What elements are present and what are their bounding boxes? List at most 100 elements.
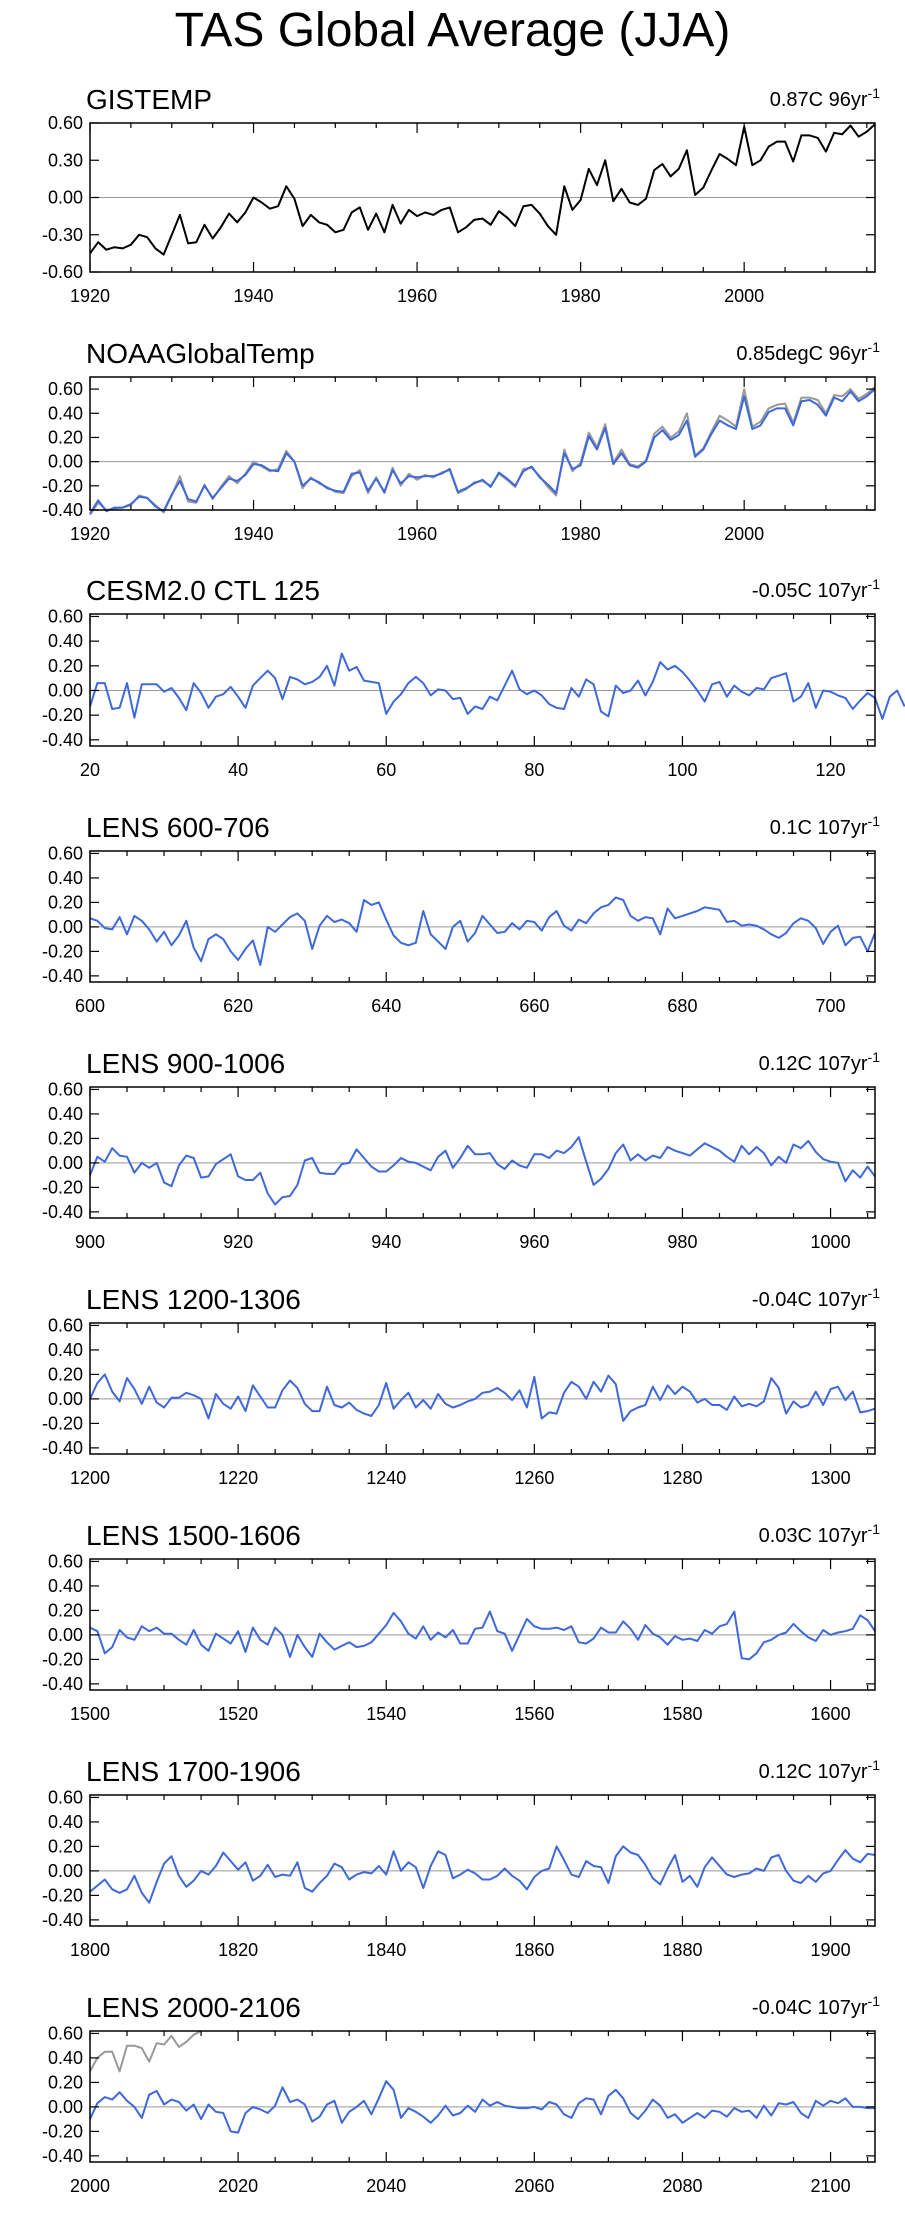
trend-exponent: -1	[868, 576, 881, 592]
y-tick-label: -0.20	[42, 476, 83, 496]
y-tick-label: 0.40	[48, 1340, 83, 1360]
y-tick-label: 0.40	[48, 631, 83, 651]
y-tick-label: 0.20	[48, 2072, 83, 2092]
x-tick-label: 920	[223, 1232, 253, 1252]
x-tick-label: 2000	[724, 524, 764, 544]
x-tick-label: 1920	[70, 524, 110, 544]
chart-panel: CESM2.0 CTL 125 -0.05C 107yr-1 20 40 60 80 100…	[42, 575, 905, 780]
trend-label: -0.04C 107yr-1	[752, 1993, 880, 2019]
trend-value: -0.04C 107yr	[752, 1289, 868, 1311]
x-tick-label: 1200	[70, 1468, 110, 1488]
trend-exponent: -1	[868, 1049, 881, 1065]
trend-exponent: -1	[868, 1285, 881, 1301]
plot-frame	[89, 1794, 876, 1927]
y-tick-label: 0.20	[48, 656, 83, 676]
y-tick-label: -0.20	[42, 2121, 83, 2141]
panel-title: LENS 2000-2106	[86, 1992, 301, 2023]
trend-exponent: -1	[868, 1521, 881, 1537]
y-tick-label: 0.20	[48, 1836, 83, 1856]
x-tick-label: 640	[371, 996, 401, 1016]
panel-title: LENS 1700-1906	[86, 1756, 301, 1787]
y-tick-label: 0.30	[48, 150, 83, 170]
series-line-model	[89, 1845, 876, 1904]
y-tick-label: 0.20	[48, 892, 83, 912]
y-tick-label: -0.40	[42, 1202, 83, 1222]
series-line-observed	[89, 123, 876, 256]
y-tick-label: 0.20	[48, 1600, 83, 1620]
y-tick-label: -0.20	[42, 941, 83, 961]
y-tick-label: 0.40	[48, 2048, 83, 2068]
panel-title: GISTEMP	[86, 84, 212, 115]
x-tick-label: 940	[371, 1232, 401, 1252]
x-tick-label: 1860	[514, 1940, 554, 1960]
y-tick-label: 0.60	[48, 113, 83, 133]
y-tick-label: -0.20	[42, 1413, 83, 1433]
x-tick-label: 40	[228, 760, 248, 780]
trend-exponent: -1	[868, 813, 881, 829]
y-tick-label: -0.40	[42, 1674, 83, 1694]
x-tick-label: 700	[816, 996, 846, 1016]
x-tick-label: 80	[524, 760, 544, 780]
trend-label: 0.03C 107yr-1	[759, 1521, 881, 1547]
x-tick-label: 1600	[811, 1704, 851, 1724]
x-tick-label: 1980	[561, 286, 601, 306]
plot-frame	[89, 1322, 876, 1455]
panel-title: LENS 600-706	[86, 812, 270, 843]
panel-title: LENS 900-1006	[86, 1048, 285, 1079]
trend-label: -0.05C 107yr-1	[752, 576, 880, 602]
y-tick-label: 0.60	[48, 1551, 83, 1571]
y-tick-label: 0.40	[48, 1104, 83, 1124]
y-tick-label: 0.00	[48, 2097, 83, 2117]
trend-value: 0.87C 96yr	[770, 89, 868, 111]
y-tick-label: 0.00	[48, 1861, 83, 1881]
trend-label: 0.12C 107yr-1	[759, 1757, 881, 1783]
chart-panel: LENS 1200-1306 -0.04C 107yr-1 1200 1220 1240…	[42, 1284, 880, 1488]
trend-value: -0.05C 107yr	[752, 580, 868, 602]
y-tick-label: 0.00	[48, 1153, 83, 1173]
x-tick-label: 1220	[218, 1468, 258, 1488]
plot-frame	[89, 1086, 876, 1219]
y-tick-label: 0.00	[48, 188, 83, 208]
plot-frame	[89, 1558, 876, 1691]
x-tick-label: 1960	[397, 286, 437, 306]
y-tick-label: 0.40	[48, 1576, 83, 1596]
series-line-model	[89, 896, 876, 966]
x-tick-label: 660	[519, 996, 549, 1016]
series-line-model	[89, 1373, 876, 1422]
x-tick-label: 1540	[366, 1704, 406, 1724]
x-tick-label: 1900	[811, 1940, 851, 1960]
x-tick-label: 2040	[366, 2176, 406, 2196]
y-tick-label: -0.20	[42, 1649, 83, 1669]
series-line-reference	[89, 2030, 202, 2073]
trend-value: 0.03C 107yr	[759, 1525, 868, 1547]
series-line-model	[89, 388, 876, 515]
x-tick-label: 1260	[514, 1468, 554, 1488]
x-tick-label: 2000	[724, 286, 764, 306]
chart-panel: NOAAGlobalTemp 0.85degC 96yr-1 1920 1940 196…	[42, 338, 880, 544]
x-tick-label: 1940	[234, 524, 274, 544]
y-tick-label: -0.40	[42, 1910, 83, 1930]
trend-value: 0.12C 107yr	[759, 1053, 868, 1075]
trend-label: 0.85degC 96yr-1	[736, 339, 880, 365]
y-tick-label: -0.40	[42, 500, 83, 520]
series-line-reference	[89, 385, 876, 516]
chart-panel: LENS 1700-1906 0.12C 107yr-1 1800 1820 1840 1…	[42, 1756, 880, 1960]
trend-exponent: -1	[868, 339, 881, 355]
x-tick-label: 2020	[218, 2176, 258, 2196]
trend-value: -0.04C 107yr	[752, 1997, 868, 2019]
y-tick-label: -0.20	[42, 1177, 83, 1197]
x-tick-label: 1300	[811, 1468, 851, 1488]
x-tick-label: 1840	[366, 1940, 406, 1960]
x-tick-label: 960	[519, 1232, 549, 1252]
series-line-model	[89, 1136, 876, 1206]
trend-value: 0.1C 107yr	[770, 817, 868, 839]
x-tick-label: 2080	[662, 2176, 702, 2196]
y-tick-label: 0.40	[48, 868, 83, 888]
trend-exponent: -1	[868, 1757, 881, 1773]
y-tick-label: 0.60	[48, 1787, 83, 1807]
x-tick-label: 900	[75, 1232, 105, 1252]
y-tick-label: -0.40	[42, 730, 83, 750]
plot-frame	[89, 850, 876, 983]
x-tick-label: 1800	[70, 1940, 110, 1960]
